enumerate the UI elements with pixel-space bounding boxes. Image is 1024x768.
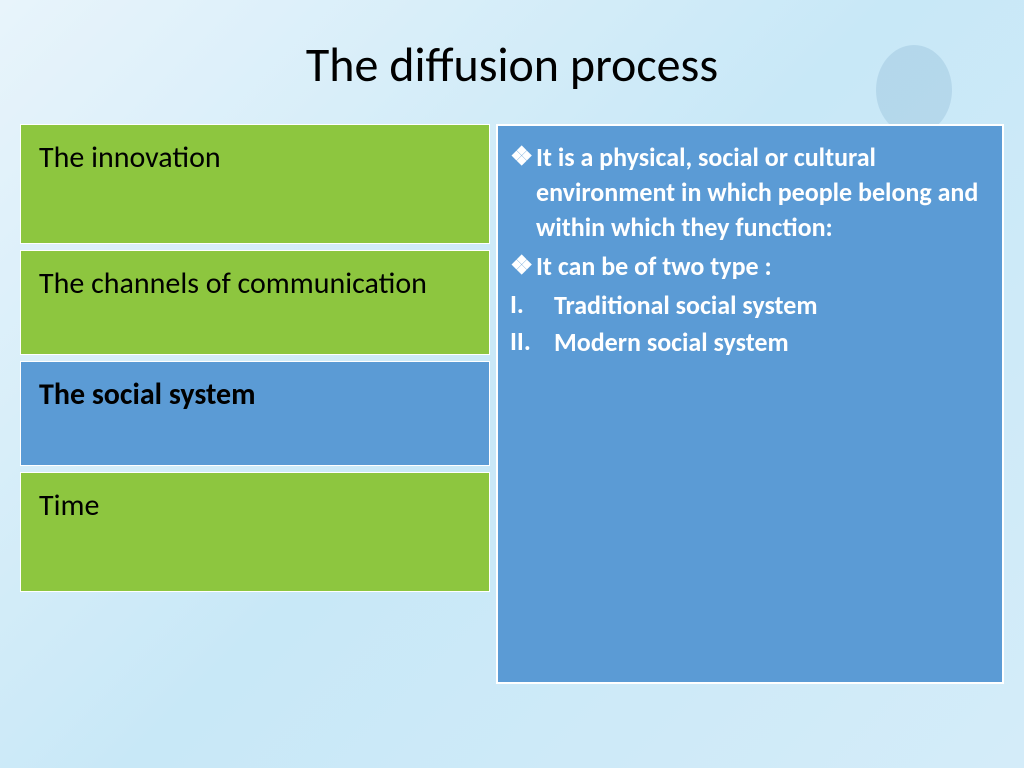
bullet-item: ❖ It can be of two type : <box>508 249 984 284</box>
nav-item-channels[interactable]: The channels of communication <box>20 250 490 355</box>
nav-label: The innovation <box>39 139 221 176</box>
roman-text: Traditional social system <box>554 288 984 323</box>
nav-label: Time <box>39 487 99 524</box>
nav-item-social-system[interactable]: The social system <box>20 361 490 466</box>
bullet-item: ❖ It is a physical, social or cultural e… <box>508 140 984 245</box>
nav-item-time[interactable]: Time <box>20 472 490 592</box>
bullet-text: It can be of two type : <box>536 249 984 284</box>
diamond-bullet-icon: ❖ <box>508 140 536 245</box>
bullet-text: It is a physical, social or cultural env… <box>536 140 984 245</box>
roman-list-item: I. Traditional social system <box>508 288 984 323</box>
roman-list-item: II. Modern social system <box>508 325 984 360</box>
content-area: The innovation The channels of communica… <box>0 124 1024 684</box>
roman-text: Modern social system <box>554 325 984 360</box>
nav-label: The channels of communication <box>39 265 427 302</box>
roman-marker: I. <box>508 288 554 323</box>
slide-title: The diffusion process <box>0 0 1024 124</box>
roman-marker: II. <box>508 325 554 360</box>
diamond-bullet-icon: ❖ <box>508 249 536 284</box>
nav-column: The innovation The channels of communica… <box>20 124 490 684</box>
detail-panel: ❖ It is a physical, social or cultural e… <box>496 124 1004 684</box>
nav-label: The social system <box>39 376 256 413</box>
nav-item-innovation[interactable]: The innovation <box>20 124 490 244</box>
